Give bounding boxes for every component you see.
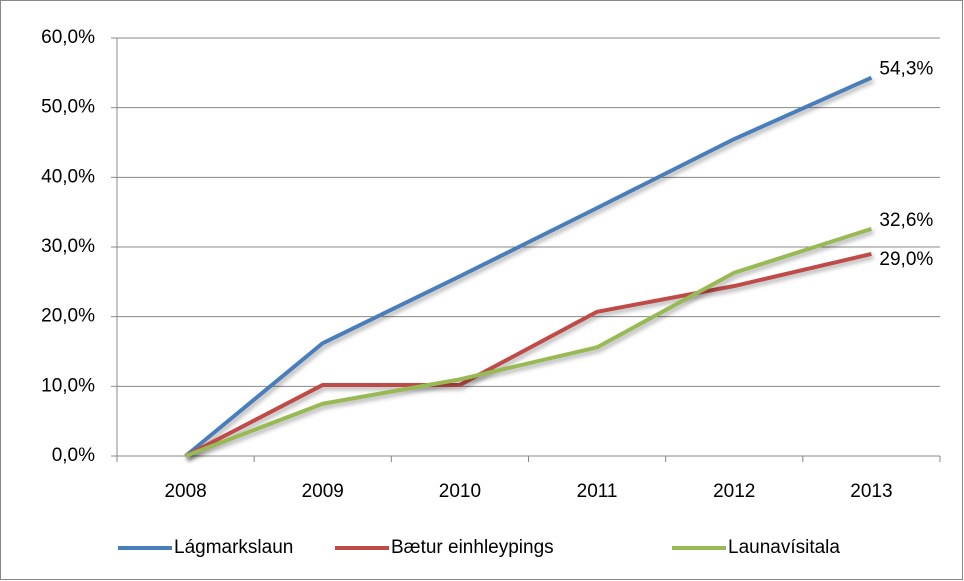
legend-label: Bætur einhleypings (391, 537, 554, 558)
x-tick-label: 2009 (302, 481, 344, 502)
series-line (184, 75, 873, 458)
y-tick-label: 50,0% (41, 97, 95, 118)
legend-label: Launavísitala (728, 537, 840, 558)
data-label: 54,3% (879, 59, 933, 80)
series-line (184, 252, 872, 458)
y-tick-label: 0,0% (52, 445, 95, 466)
series-line (184, 226, 873, 458)
x-tick-label: 2013 (850, 481, 892, 502)
y-tick-label: 60,0% (41, 27, 95, 48)
data-label: 32,6% (879, 210, 933, 231)
x-tick-label: 2008 (164, 481, 206, 502)
y-tick-label: 10,0% (41, 375, 95, 396)
x-tick-label: 2011 (577, 481, 618, 502)
x-tick-label: 2012 (713, 481, 755, 502)
legend-label: Lágmarkslaun (174, 537, 293, 558)
y-tick-label: 20,0% (41, 306, 95, 327)
y-tick-label: 30,0% (41, 236, 95, 257)
data-label: 29,0% (879, 249, 933, 270)
x-tick-label: 2010 (439, 481, 481, 502)
y-tick-label: 40,0% (41, 166, 95, 187)
